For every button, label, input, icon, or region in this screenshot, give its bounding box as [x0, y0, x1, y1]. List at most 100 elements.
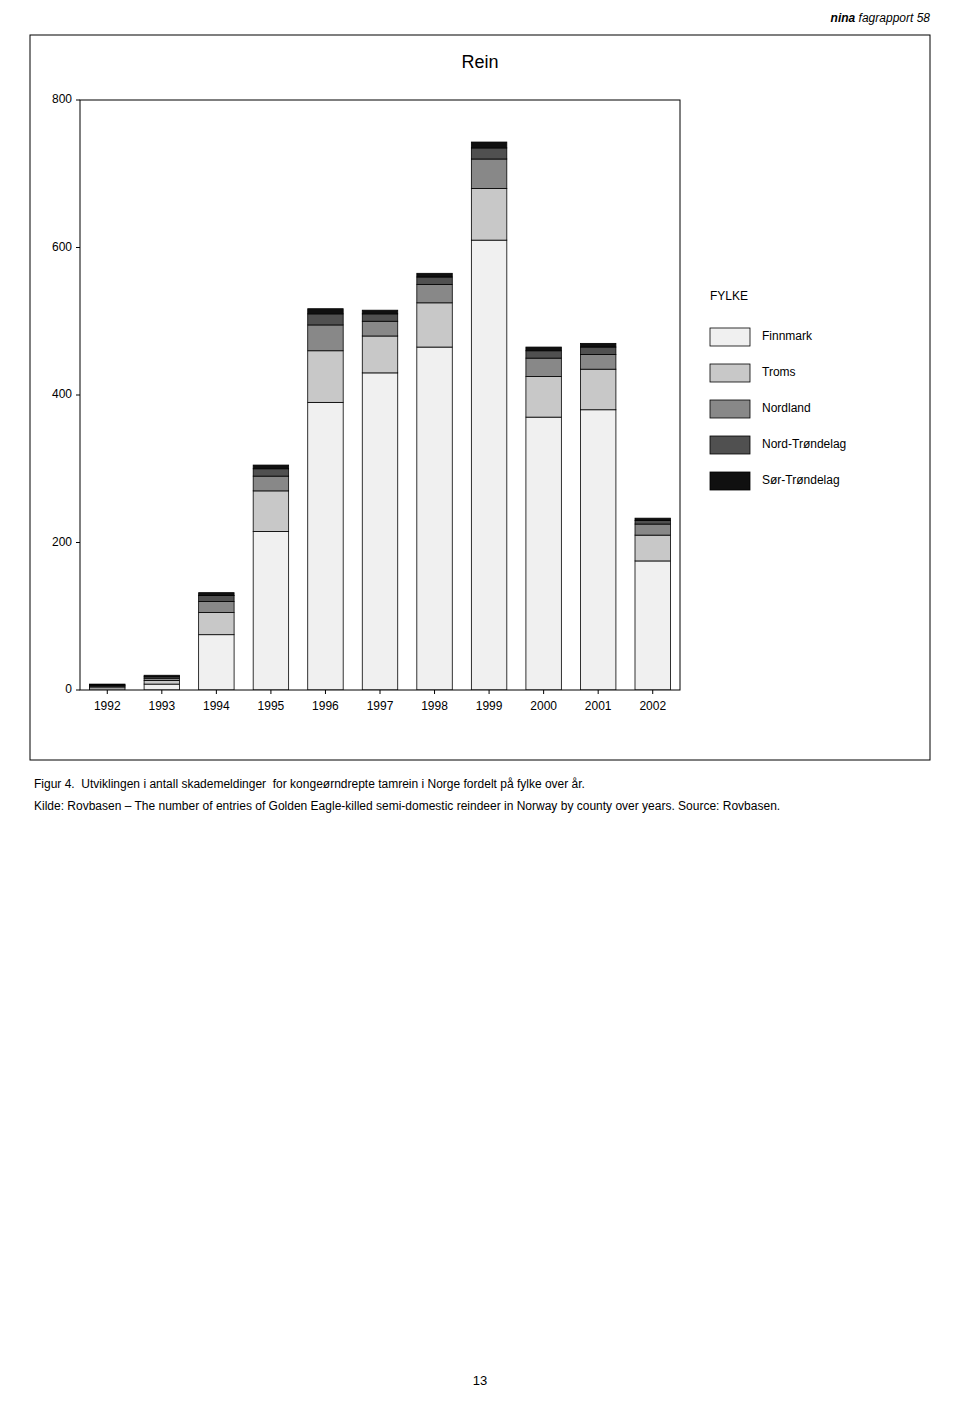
- bar-segment: [526, 377, 561, 418]
- bar-segment: [308, 314, 343, 325]
- bar-segment: [199, 596, 234, 602]
- bar-segment: [471, 148, 506, 159]
- legend-swatch: [710, 364, 750, 382]
- bar-segment: [199, 602, 234, 613]
- legend-swatch: [710, 472, 750, 490]
- caption: Kilde: Rovbasen – The number of entries …: [34, 799, 780, 813]
- bar-segment: [308, 325, 343, 351]
- legend-label: Troms: [762, 365, 796, 379]
- bar-segment: [580, 347, 615, 354]
- bar-segment: [362, 314, 397, 321]
- bar-segment: [471, 142, 506, 148]
- bar-segment: [253, 491, 288, 532]
- bar-segment: [580, 410, 615, 690]
- legend-swatch: [710, 328, 750, 346]
- bar-segment: [635, 518, 670, 520]
- y-tick-label: 400: [52, 387, 72, 401]
- x-tick: [652, 690, 653, 694]
- x-tick: [434, 690, 435, 694]
- x-tick: [489, 690, 490, 694]
- chart-border: [30, 35, 930, 760]
- bar-segment: [417, 303, 452, 347]
- bar-segment: [199, 635, 234, 690]
- y-tick-label: 800: [52, 92, 72, 106]
- bar-segment: [635, 520, 670, 524]
- bar-segment: [308, 309, 343, 314]
- bar-segment: [90, 686, 125, 687]
- x-tick-label: 1994: [203, 699, 230, 713]
- bar-segment: [144, 684, 179, 690]
- x-tick-label: 1992: [94, 699, 121, 713]
- bar-segment: [635, 524, 670, 535]
- bar-segment: [362, 310, 397, 314]
- bar-segment: [362, 373, 397, 690]
- bar-segment: [526, 417, 561, 690]
- bar-segment: [635, 535, 670, 561]
- x-tick-label: 1998: [421, 699, 448, 713]
- bar-segment: [253, 465, 288, 469]
- bar-segment: [471, 240, 506, 690]
- y-tick: [76, 542, 80, 543]
- bar-segment: [580, 354, 615, 369]
- bar-segment: [580, 343, 615, 347]
- legend-label: Nord-Trøndelag: [762, 437, 846, 451]
- legend-swatch: [710, 400, 750, 418]
- bar-segment: [526, 358, 561, 376]
- x-tick: [543, 690, 544, 694]
- legend-swatch: [710, 436, 750, 454]
- bar-segment: [90, 684, 125, 686]
- bar-segment: [308, 402, 343, 690]
- bar-segment: [253, 476, 288, 491]
- x-tick-label: 1996: [312, 699, 339, 713]
- bar-segment: [90, 685, 125, 687]
- x-tick-label: 2001: [585, 699, 612, 713]
- x-tick-label: 1993: [148, 699, 175, 713]
- y-tick-label: 200: [52, 535, 72, 549]
- y-tick: [76, 690, 80, 691]
- bars: [90, 142, 671, 690]
- header: nina fagrapport 58: [831, 11, 931, 25]
- x-tick-label: 1995: [258, 699, 285, 713]
- y-tick: [76, 395, 80, 396]
- x-tick-label: 1997: [367, 699, 394, 713]
- x-tick: [161, 690, 162, 694]
- legend-label: Finnmark: [762, 329, 813, 343]
- legend-label: Nordland: [762, 401, 811, 415]
- bar-segment: [417, 273, 452, 277]
- bar-segment: [471, 189, 506, 241]
- x-tick: [380, 690, 381, 694]
- page: nina fagrapport 58 Rein 0 200 400 600 800 1992 1…: [0, 0, 960, 1407]
- bar-segment: [253, 469, 288, 476]
- header-bold: nina: [831, 11, 856, 25]
- bar-segment: [526, 351, 561, 358]
- x-tick-label: 2000: [530, 699, 557, 713]
- legend-label: Sør-Trøndelag: [762, 473, 840, 487]
- x-tick: [325, 690, 326, 694]
- page-number: 13: [473, 1373, 487, 1388]
- y-tick-label: 0: [65, 682, 72, 696]
- bar-segment: [417, 347, 452, 690]
- x-tick: [107, 690, 108, 694]
- bar-segment: [199, 613, 234, 635]
- bar-segment: [417, 284, 452, 302]
- legend: FYLKE Finnmark Troms Nordland Nord-Trøndelag…: [710, 289, 846, 490]
- legend-title: FYLKE: [710, 289, 748, 303]
- bar-segment: [362, 336, 397, 373]
- plot-frame: [80, 100, 680, 690]
- bar-segment: [90, 684, 125, 686]
- y-tick-label: 600: [52, 240, 72, 254]
- bar-segment: [308, 351, 343, 403]
- bar-segment: [580, 369, 615, 410]
- bar-segment: [144, 680, 179, 684]
- caption: Figur 4. Utviklingen i antall skademeldi…: [34, 777, 585, 791]
- chart-title: Rein: [461, 52, 498, 72]
- bar-segment: [417, 277, 452, 284]
- x-tick: [216, 690, 217, 694]
- bar-segment: [471, 159, 506, 189]
- x-tick: [270, 690, 271, 694]
- bar-segment: [362, 321, 397, 336]
- y-tick: [76, 100, 80, 101]
- x-tick: [598, 690, 599, 694]
- bar-segment: [199, 593, 234, 596]
- bar-segment: [144, 675, 179, 676]
